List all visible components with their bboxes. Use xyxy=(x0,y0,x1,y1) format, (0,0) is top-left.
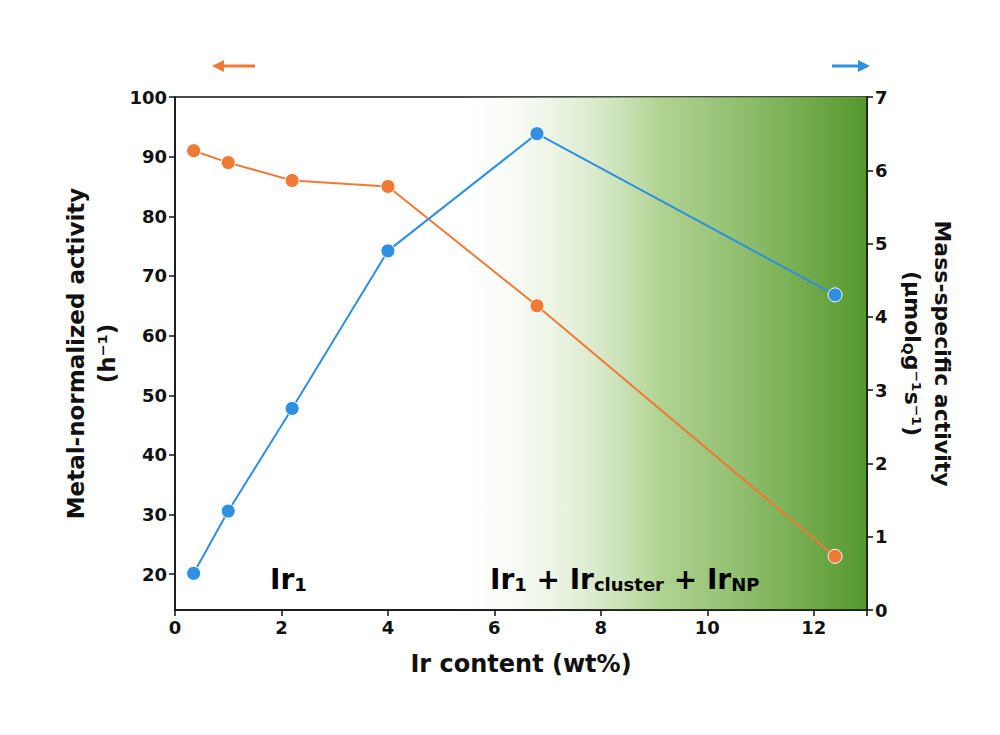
svg-text:4: 4 xyxy=(875,306,888,327)
svg-text:70: 70 xyxy=(142,265,167,286)
svg-text:1: 1 xyxy=(875,526,888,547)
svg-text:10: 10 xyxy=(695,617,720,638)
svg-text:Metal-normalized activity: Metal-normalized activity xyxy=(63,188,89,520)
svg-text:1: 1 xyxy=(514,574,527,595)
svg-text:+: + xyxy=(664,563,707,596)
svg-text:g⁻¹s⁻¹): g⁻¹s⁻¹) xyxy=(900,355,925,436)
svg-text:(h⁻¹): (h⁻¹) xyxy=(94,324,120,384)
svg-text:2: 2 xyxy=(275,617,288,638)
svg-text:NP: NP xyxy=(731,574,759,595)
svg-text:30: 30 xyxy=(142,504,167,525)
svg-text:1: 1 xyxy=(294,574,307,595)
svg-text:4: 4 xyxy=(382,617,395,638)
svg-text:Ir: Ir xyxy=(270,563,294,596)
svg-text:80: 80 xyxy=(142,206,167,227)
svg-text:6: 6 xyxy=(875,160,888,181)
svg-text:12: 12 xyxy=(801,617,826,638)
svg-text:Ir: Ir xyxy=(570,563,594,596)
svg-text:cluster: cluster xyxy=(594,574,664,595)
svg-text:0: 0 xyxy=(875,600,888,621)
svg-text:Mass-specific activity: Mass-specific activity xyxy=(930,220,955,486)
svg-text:(μmol: (μmol xyxy=(900,271,925,343)
svg-text:Ir: Ir xyxy=(707,563,731,596)
svg-text:Q: Q xyxy=(900,343,916,355)
svg-text:50: 50 xyxy=(142,385,167,406)
svg-text:3: 3 xyxy=(875,380,888,401)
svg-text:20: 20 xyxy=(142,564,167,585)
svg-text:40: 40 xyxy=(142,444,167,465)
svg-text:+: + xyxy=(527,563,570,596)
svg-text:Ir: Ir xyxy=(490,563,514,596)
svg-text:6: 6 xyxy=(488,617,501,638)
svg-text:90: 90 xyxy=(142,146,167,167)
svg-text:5: 5 xyxy=(875,233,888,254)
svg-text:100: 100 xyxy=(129,87,167,108)
svg-text:60: 60 xyxy=(142,325,167,346)
svg-text:8: 8 xyxy=(595,617,608,638)
svg-text:0: 0 xyxy=(169,617,182,638)
svg-text:2: 2 xyxy=(875,453,888,474)
svg-text:7: 7 xyxy=(875,87,888,108)
svg-text:Ir content (wt%): Ir content (wt%) xyxy=(410,650,631,678)
